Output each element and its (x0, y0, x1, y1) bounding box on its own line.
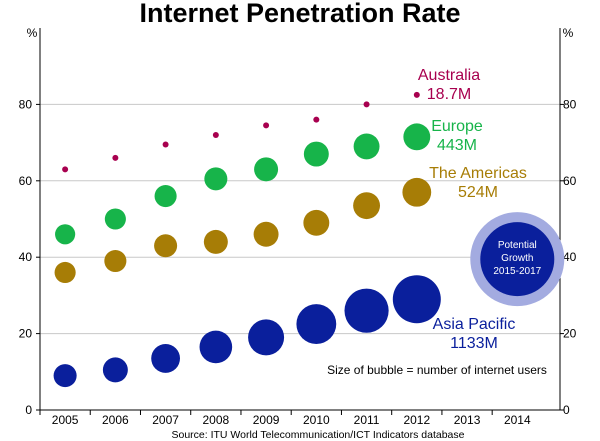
the-americas-bubble (154, 234, 178, 258)
europe-bubble (254, 157, 279, 182)
europe-bubble (154, 185, 177, 208)
asia-pacific-bubble (296, 304, 337, 344)
the-americas-bubble (203, 229, 228, 254)
bubble-size-note: Size of bubble = number of internet user… (327, 363, 547, 377)
bubbles (53, 91, 441, 388)
australia-bubble (162, 141, 169, 148)
y-tick-label-left: 80 (19, 97, 33, 111)
y-axis-unit-right: % (563, 26, 574, 40)
x-tick-label: 2006 (102, 413, 129, 427)
australia-bubble (413, 91, 420, 98)
the-americas-bubble (104, 249, 127, 273)
the-americas-bubble (253, 221, 279, 247)
australia-bubble (363, 101, 370, 108)
europe-bubble (204, 167, 228, 191)
source-note: Source: ITU World Telecommunication/ICT … (172, 429, 465, 441)
europe-bubble (104, 208, 126, 230)
australia-bubble (112, 154, 119, 161)
asia-pacific-bubble (199, 330, 233, 364)
x-tick-label: 2008 (202, 413, 229, 427)
australia-bubble (62, 166, 69, 173)
asia-pacific-bubble (392, 275, 441, 324)
y-axis-unit-left: % (27, 26, 38, 40)
y-tick-label-right: 20 (563, 327, 577, 341)
australia-users-label: 18.7M (427, 86, 471, 103)
the-americas-label: The Americas (429, 165, 527, 182)
asia-pacific-users-label: 1133M (450, 335, 498, 352)
potential-growth-label: 2015-2017 (493, 266, 541, 277)
y-tick-label-right: 60 (563, 174, 577, 188)
the-americas-users-label: 524M (458, 184, 498, 201)
x-tick-label: 2011 (354, 413, 380, 427)
potential-growth-inner-circle (480, 222, 555, 297)
the-americas-bubble (54, 261, 76, 284)
y-tick-label-right: 40 (563, 250, 577, 264)
x-tick-label: 2007 (152, 413, 179, 427)
europe-users-label: 443M (437, 137, 477, 154)
the-americas-bubble (303, 209, 330, 236)
australia-label: Australia (418, 67, 480, 84)
x-tick-label: 2014 (504, 413, 531, 427)
y-tick-label-right: 0 (563, 403, 570, 417)
australia-bubble (212, 131, 219, 138)
australia-bubble (263, 122, 270, 129)
tick-labels: 0 0 20 20 40 40 60 60 80 80 2005 2006 2007 2008 2009 20… (19, 97, 577, 427)
x-tick-label: 2010 (303, 413, 330, 427)
y-tick-label-left: 20 (19, 327, 33, 341)
x-tick-label: 2013 (454, 413, 481, 427)
series-labels: Australia 18.7M Europe 443M The Americas 524M… (418, 67, 527, 352)
x-tick-label: 2005 (52, 413, 79, 427)
europe-bubble (353, 133, 380, 160)
y-tick-label-left: 0 (25, 403, 32, 417)
potential-growth-label: Potential (498, 240, 537, 251)
the-americas-bubble (353, 192, 381, 220)
x-tick-label: 2012 (403, 413, 430, 427)
europe-label: Europe (431, 118, 483, 135)
y-tick-label-right: 80 (563, 97, 577, 111)
y-tick-label-left: 60 (19, 174, 33, 188)
asia-pacific-label: Asia Pacific (433, 316, 516, 333)
asia-pacific-bubble (53, 364, 77, 388)
asia-pacific-bubble (248, 319, 285, 356)
the-americas-bubble (402, 177, 432, 207)
europe-bubble (403, 123, 431, 151)
potential-growth-bubble: Potential Growth 2015-2017 (470, 212, 565, 307)
europe-bubble (55, 224, 76, 245)
australia-bubble (313, 116, 320, 123)
potential-growth-label: Growth (501, 253, 533, 264)
axes (36, 28, 564, 415)
asia-pacific-bubble (102, 357, 128, 383)
x-tick-label: 2009 (253, 413, 280, 427)
asia-pacific-bubble (151, 344, 181, 373)
europe-bubble (303, 141, 329, 167)
asia-pacific-bubble (344, 288, 389, 333)
y-tick-label-left: 40 (19, 250, 33, 264)
chart-title: Internet Penetration Rate (139, 0, 460, 28)
